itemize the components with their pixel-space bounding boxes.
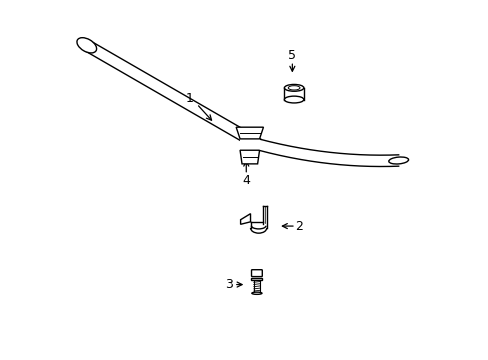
Text: 1: 1: [185, 92, 193, 105]
Polygon shape: [240, 150, 259, 164]
Text: 4: 4: [242, 174, 250, 186]
Bar: [240, 139, 259, 150]
Ellipse shape: [284, 85, 303, 91]
Ellipse shape: [251, 292, 262, 294]
Ellipse shape: [77, 38, 97, 53]
Text: 2: 2: [295, 220, 303, 233]
Text: 3: 3: [224, 278, 232, 291]
Ellipse shape: [388, 157, 408, 164]
Bar: [251, 278, 262, 280]
FancyBboxPatch shape: [251, 270, 262, 276]
Polygon shape: [240, 214, 250, 224]
Text: 5: 5: [288, 49, 296, 62]
Polygon shape: [236, 127, 263, 139]
Ellipse shape: [284, 96, 303, 103]
